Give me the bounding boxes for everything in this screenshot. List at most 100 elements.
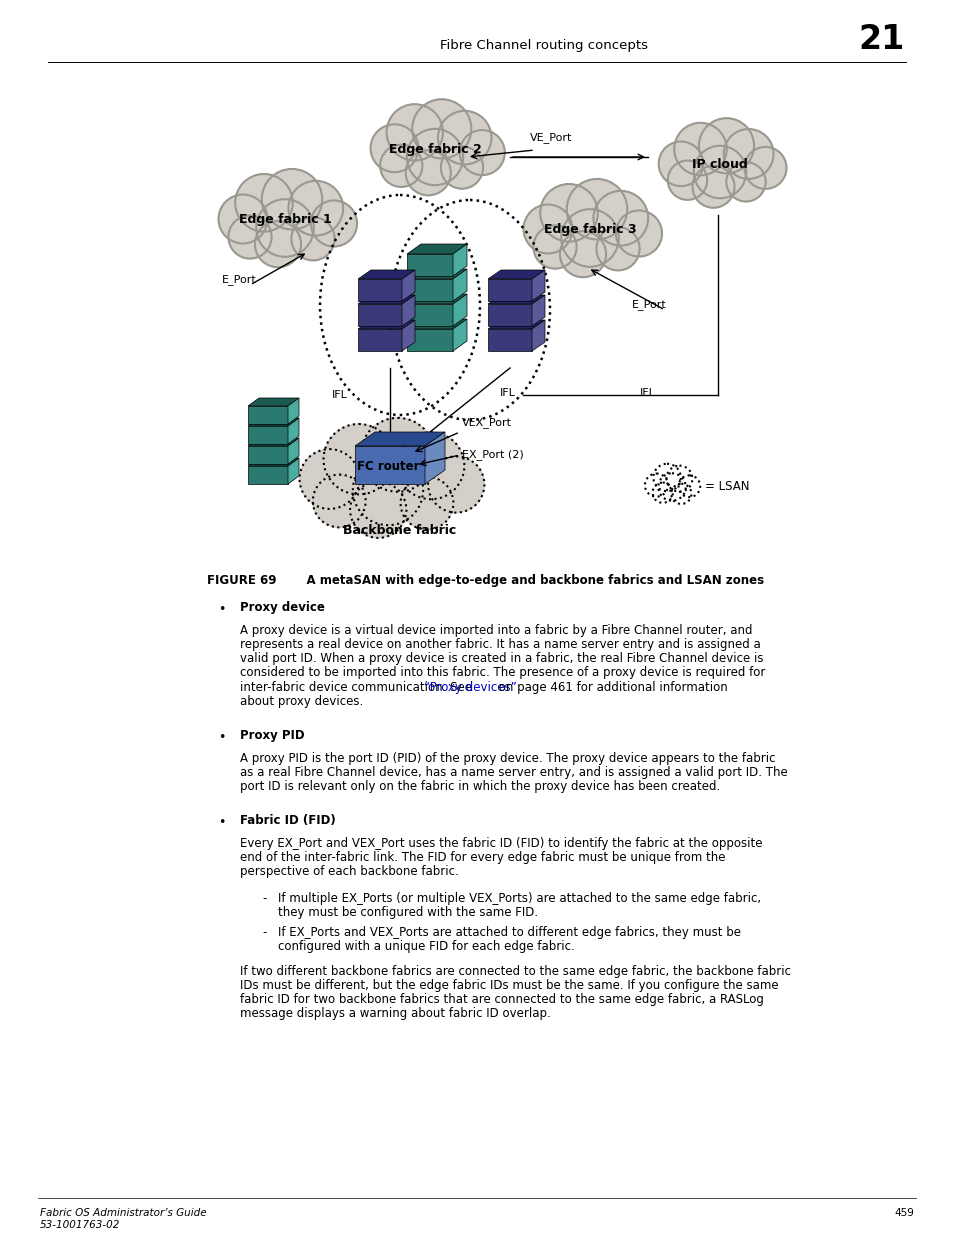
Circle shape: [678, 475, 700, 496]
Polygon shape: [453, 294, 467, 326]
Polygon shape: [407, 319, 467, 329]
Polygon shape: [488, 279, 532, 301]
Circle shape: [658, 142, 702, 186]
Text: Fabric OS Administrator’s Guide: Fabric OS Administrator’s Guide: [40, 1208, 207, 1218]
Circle shape: [400, 477, 453, 530]
Text: “Proxy devices”: “Proxy devices”: [424, 680, 517, 694]
Circle shape: [533, 226, 576, 268]
Circle shape: [560, 209, 618, 267]
Text: Proxy device: Proxy device: [240, 601, 325, 614]
Polygon shape: [248, 406, 288, 424]
Text: If EX_Ports and VEX_Ports are attached to different edge fabrics, they must be: If EX_Ports and VEX_Ports are attached t…: [277, 926, 740, 939]
Polygon shape: [453, 319, 467, 351]
Circle shape: [291, 217, 335, 261]
Text: Edge fabric 1: Edge fabric 1: [238, 214, 331, 226]
Text: Edge fabric 3: Edge fabric 3: [543, 224, 636, 236]
Text: perspective of each backbone fabric.: perspective of each backbone fabric.: [240, 866, 458, 878]
Polygon shape: [248, 458, 298, 466]
Circle shape: [350, 482, 406, 538]
Polygon shape: [248, 466, 288, 484]
Circle shape: [523, 205, 572, 253]
Circle shape: [261, 169, 322, 230]
Text: considered to be imported into this fabric. The presence of a proxy device is re: considered to be imported into this fabr…: [240, 667, 764, 679]
Circle shape: [428, 457, 484, 513]
Polygon shape: [401, 320, 415, 351]
Text: FIGURE 69: FIGURE 69: [207, 574, 276, 587]
Polygon shape: [357, 279, 401, 301]
Circle shape: [723, 128, 773, 179]
Polygon shape: [488, 320, 544, 329]
Circle shape: [299, 450, 359, 509]
Text: port ID is relevant only on the fabric in which the proxy device has been create: port ID is relevant only on the fabric i…: [240, 781, 720, 793]
Polygon shape: [532, 320, 544, 351]
Polygon shape: [248, 398, 298, 406]
Circle shape: [323, 424, 394, 494]
Circle shape: [386, 104, 442, 161]
Circle shape: [616, 210, 661, 257]
Text: E_Port: E_Port: [222, 274, 256, 285]
Text: A metaSAN with edge-to-edge and backbone fabrics and LSAN zones: A metaSAN with edge-to-edge and backbone…: [290, 574, 763, 587]
Polygon shape: [488, 304, 532, 326]
Circle shape: [440, 147, 482, 189]
Polygon shape: [532, 270, 544, 301]
Polygon shape: [407, 279, 453, 301]
Polygon shape: [488, 270, 544, 279]
Circle shape: [459, 130, 504, 175]
Polygon shape: [401, 270, 415, 301]
Text: •: •: [218, 603, 226, 616]
Text: about proxy devices.: about proxy devices.: [240, 695, 363, 708]
Text: Proxy PID: Proxy PID: [240, 729, 304, 742]
Circle shape: [653, 464, 680, 492]
Text: on page 461 for additional information: on page 461 for additional information: [495, 680, 727, 694]
Text: IFL: IFL: [332, 390, 348, 400]
Polygon shape: [355, 446, 424, 484]
Text: Fibre Channel routing concepts: Fibre Channel routing concepts: [439, 40, 647, 52]
Circle shape: [652, 483, 672, 503]
Circle shape: [725, 162, 765, 201]
Polygon shape: [288, 417, 298, 445]
Text: inter-fabric device communication. See: inter-fabric device communication. See: [240, 680, 476, 694]
Polygon shape: [407, 269, 467, 279]
Polygon shape: [248, 417, 298, 426]
Circle shape: [412, 99, 471, 158]
Circle shape: [406, 128, 462, 185]
Circle shape: [360, 417, 435, 492]
Polygon shape: [288, 438, 298, 464]
Text: represents a real device on another fabric. It has a name server entry and is as: represents a real device on another fabr…: [240, 638, 760, 651]
Circle shape: [674, 122, 726, 175]
Polygon shape: [488, 295, 544, 304]
Circle shape: [370, 125, 418, 172]
Polygon shape: [357, 320, 415, 329]
Polygon shape: [355, 432, 444, 446]
Polygon shape: [248, 446, 288, 464]
Circle shape: [559, 231, 605, 277]
Circle shape: [397, 432, 464, 499]
Circle shape: [437, 111, 491, 164]
Circle shape: [658, 473, 685, 500]
Circle shape: [743, 147, 785, 189]
Polygon shape: [453, 269, 467, 301]
Circle shape: [699, 119, 753, 173]
Circle shape: [671, 484, 691, 504]
Text: end of the inter-fabric link. The FID for every edge fabric must be unique from : end of the inter-fabric link. The FID fo…: [240, 851, 724, 864]
Text: A proxy device is a virtual device imported into a fabric by a Fibre Channel rou: A proxy device is a virtual device impor…: [240, 624, 752, 637]
Polygon shape: [424, 432, 444, 484]
Circle shape: [313, 474, 365, 527]
Polygon shape: [407, 245, 467, 254]
Text: message displays a warning about fabric ID overlap.: message displays a warning about fabric …: [240, 1007, 550, 1020]
Text: IFL: IFL: [639, 388, 655, 398]
Circle shape: [288, 180, 343, 236]
Circle shape: [566, 179, 626, 240]
Text: Backbone fabric: Backbone fabric: [343, 524, 456, 536]
Text: fabric ID for two backbone fabrics that are connected to the same edge fabric, a: fabric ID for two backbone fabrics that …: [240, 993, 763, 1007]
Circle shape: [254, 221, 301, 267]
Circle shape: [228, 215, 272, 258]
Polygon shape: [401, 295, 415, 326]
Circle shape: [593, 191, 647, 246]
Circle shape: [235, 174, 293, 232]
Text: EX_Port (2): EX_Port (2): [461, 450, 523, 461]
Text: VE_Port: VE_Port: [530, 132, 572, 143]
Text: -: -: [262, 892, 267, 905]
Polygon shape: [288, 458, 298, 484]
Text: A proxy PID is the port ID (PID) of the proxy device. The proxy device appears t: A proxy PID is the port ID (PID) of the …: [240, 752, 775, 764]
